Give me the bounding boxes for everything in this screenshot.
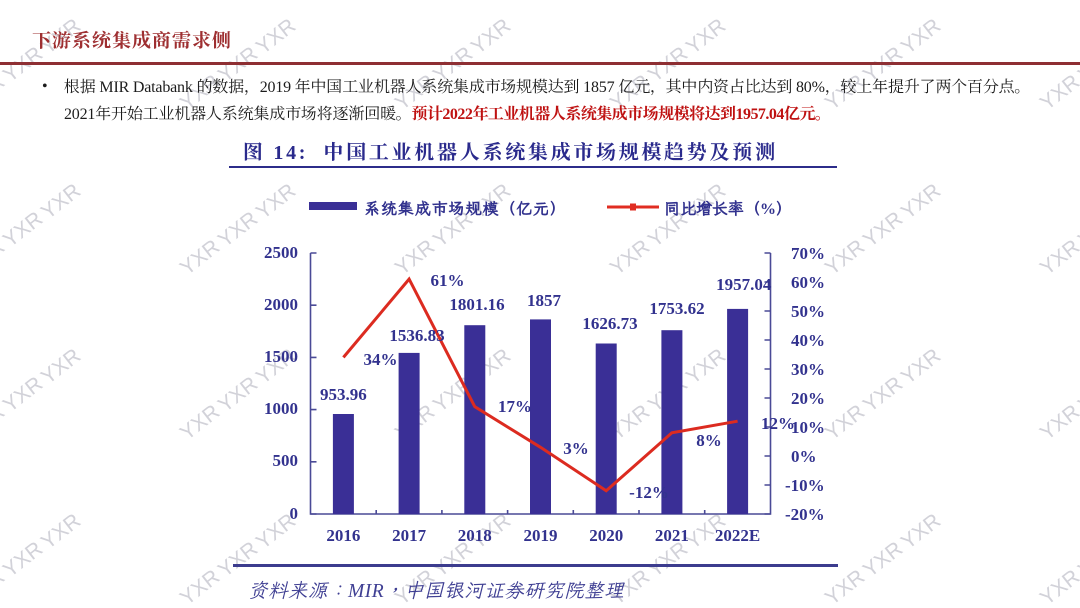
svg-text:2500: 2500 (264, 243, 298, 262)
svg-text:34%: 34% (364, 350, 398, 369)
svg-text:0%: 0% (791, 447, 817, 466)
svg-text:1801.16: 1801.16 (449, 295, 504, 314)
svg-text:60%: 60% (791, 273, 825, 292)
svg-text:61%: 61% (431, 271, 465, 290)
svg-text:-12%: -12% (629, 483, 669, 502)
svg-text:2017: 2017 (392, 526, 427, 545)
svg-text:10%: 10% (791, 418, 825, 437)
svg-text:2021: 2021 (655, 526, 689, 545)
svg-text:1857: 1857 (527, 291, 562, 310)
svg-text:1753.62: 1753.62 (649, 299, 704, 318)
svg-text:70%: 70% (791, 244, 825, 263)
svg-text:-10%: -10% (785, 476, 825, 495)
svg-text:2016: 2016 (326, 526, 360, 545)
svg-text:8%: 8% (696, 431, 722, 450)
svg-text:2000: 2000 (264, 295, 298, 314)
svg-text:2022E: 2022E (715, 526, 760, 545)
svg-text:20%: 20% (791, 389, 825, 408)
svg-text:2020: 2020 (589, 526, 623, 545)
svg-text:-20%: -20% (785, 505, 825, 524)
svg-text:系统集成市场规模（亿元）: 系统集成市场规模（亿元） (364, 200, 567, 218)
svg-text:2019: 2019 (524, 526, 558, 545)
svg-text:1500: 1500 (264, 347, 298, 366)
svg-text:50%: 50% (791, 302, 825, 321)
svg-text:953.96: 953.96 (320, 385, 367, 404)
svg-text:1536.83: 1536.83 (389, 326, 444, 345)
svg-text:3%: 3% (563, 439, 589, 458)
svg-text:同比增长率（%）: 同比增长率（%） (664, 200, 792, 218)
svg-text:12%: 12% (761, 414, 795, 433)
svg-text:40%: 40% (791, 331, 825, 350)
svg-text:17%: 17% (498, 397, 532, 416)
svg-text:1957.04: 1957.04 (716, 275, 772, 294)
svg-text:1626.73: 1626.73 (582, 314, 637, 333)
svg-text:500: 500 (273, 451, 299, 470)
svg-text:2018: 2018 (458, 526, 492, 545)
svg-text:1000: 1000 (264, 399, 298, 418)
svg-text:0: 0 (290, 504, 299, 523)
svg-text:30%: 30% (791, 360, 825, 379)
